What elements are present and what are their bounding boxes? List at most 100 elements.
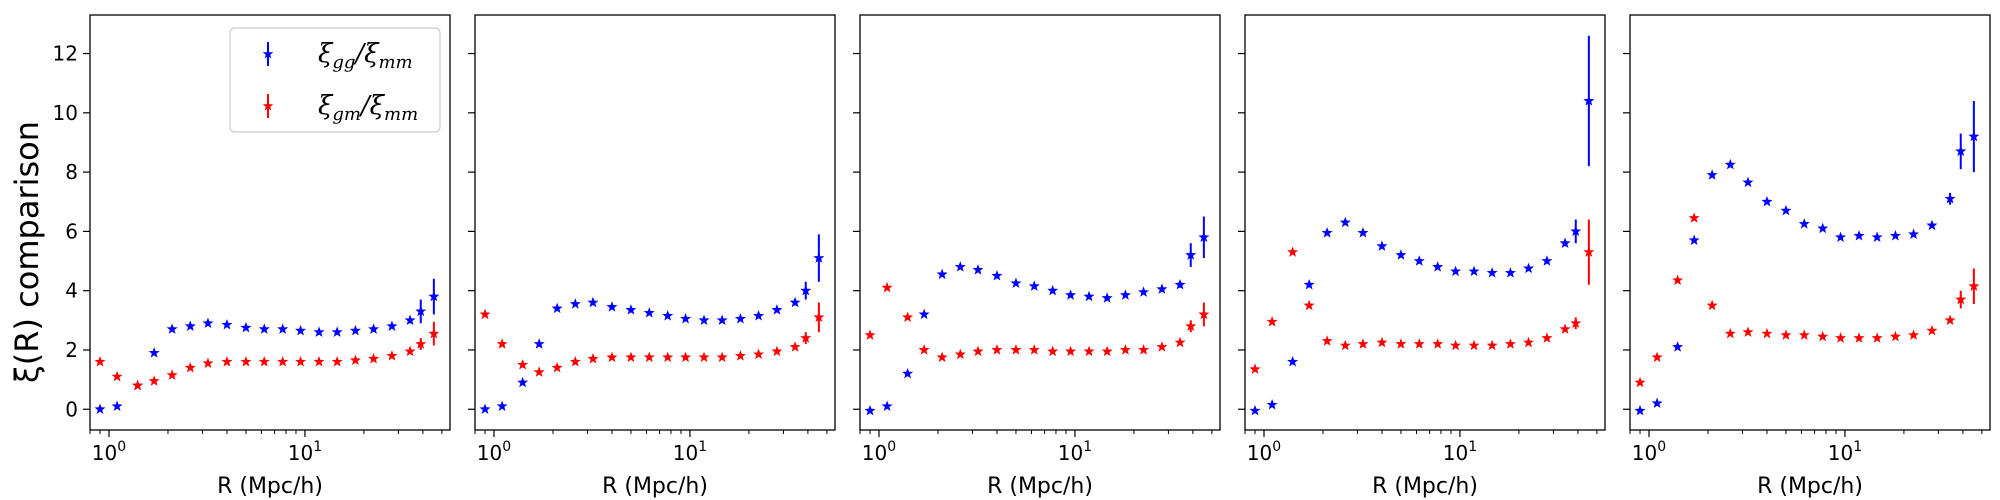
data-point-gm	[184, 361, 196, 373]
data-point-gm	[1119, 344, 1131, 355]
data-point-gg	[368, 323, 380, 334]
data-point-gm	[94, 356, 106, 367]
data-point-gg	[1706, 169, 1718, 180]
data-point-gg	[771, 304, 783, 315]
data-point-gm	[368, 353, 380, 364]
data-point-gm	[1028, 344, 1040, 355]
data-point-gg	[517, 376, 529, 388]
data-point-gm	[202, 357, 214, 368]
data-point-gg	[184, 320, 196, 331]
data-point-gg	[1724, 158, 1736, 170]
panel-frame	[89, 14, 451, 431]
data-point-gg	[277, 323, 289, 334]
data-point-gg	[1968, 130, 1980, 142]
data-point-gg	[991, 270, 1003, 281]
y-tick-label: 6	[65, 219, 78, 243]
data-point-gm	[1266, 316, 1278, 327]
data-point-gg	[295, 324, 307, 336]
data-point-gm	[1450, 339, 1462, 351]
legend: ξgg/ξmm ξgm/ξmm	[229, 27, 441, 133]
data-point-gg	[258, 323, 270, 334]
data-point-gm	[1706, 299, 1718, 311]
data-point-gm	[771, 345, 783, 357]
data-point-gm	[1570, 317, 1582, 328]
x-tick-label: 101	[673, 439, 707, 465]
x-axis-label: R (Mpc/h)	[602, 474, 708, 499]
data-point-gm	[1138, 344, 1150, 355]
panel-4: 100 101 R (Mpc/h)	[1238, 14, 1606, 499]
data-point-gm	[1413, 338, 1425, 349]
y-tick-label: 12	[53, 42, 78, 66]
data-point-gm	[1010, 344, 1022, 355]
x-tick-label: 101	[1828, 439, 1862, 465]
data-point-gm	[643, 351, 655, 363]
data-point-gm	[415, 338, 427, 349]
data-point-gg	[1504, 267, 1516, 278]
data-point-gm	[258, 356, 270, 367]
data-point-gm	[386, 350, 398, 361]
data-point-gm	[517, 358, 529, 370]
data-point-gm	[166, 369, 178, 380]
data-point-gg	[1835, 231, 1847, 243]
data-point-gg	[1083, 290, 1095, 302]
data-point-gm	[1634, 376, 1646, 388]
data-point-gg	[1817, 222, 1829, 234]
data-point-gg	[1742, 176, 1754, 188]
data-point-gm	[1523, 336, 1535, 348]
data-point-gg	[972, 264, 984, 275]
data-point-gm	[1583, 246, 1595, 257]
data-point-gg	[1761, 195, 1773, 207]
x-tick-label: 101	[1058, 439, 1092, 465]
data-point-gm	[1376, 336, 1388, 348]
data-point-gm	[864, 329, 876, 340]
y-tick-label: 10	[53, 101, 78, 125]
data-point-gg	[625, 304, 637, 315]
data-point-gg	[902, 367, 914, 379]
data-point-gm	[1303, 299, 1315, 311]
data-point-gm	[569, 356, 581, 367]
data-point-gm	[111, 370, 123, 382]
data-point-gg	[1432, 261, 1444, 272]
data-point-gg	[1955, 145, 1967, 157]
data-point-gm	[753, 348, 765, 360]
data-point-gm	[313, 356, 325, 367]
legend-entry-gg: ξgg/ξmm	[262, 39, 413, 73]
data-point-gg	[1688, 234, 1700, 245]
legend-entry-gm: ξgm/ξmm	[262, 91, 418, 125]
data-point-gm	[1968, 280, 1980, 291]
data-point-gm	[1817, 330, 1829, 342]
data-point-gm	[625, 351, 637, 363]
data-point-gm	[1198, 308, 1210, 320]
data-point-gg	[240, 321, 252, 333]
data-point-gm	[813, 311, 825, 323]
data-point-gg	[386, 320, 398, 331]
data-point-gg	[1871, 231, 1883, 243]
data-point-gm	[1101, 345, 1113, 357]
data-point-gg	[1174, 278, 1186, 290]
data-point-gm	[698, 351, 710, 363]
data-point-gm	[1065, 345, 1077, 357]
data-point-gg	[94, 403, 106, 414]
panel-2: 100 101 R (Mpc/h)	[468, 14, 836, 499]
data-point-gg	[1249, 404, 1261, 416]
panel-1: 0 2 4 6 8 10 12 100 101 R (Mpc/h)	[53, 14, 451, 499]
data-point-gg	[800, 284, 812, 296]
data-point-gm	[1780, 329, 1792, 340]
x-axis-label: R (Mpc/h)	[1372, 474, 1478, 499]
data-point-gg	[1926, 219, 1938, 231]
data-point-gm	[1724, 327, 1736, 339]
data-point-gg	[1266, 399, 1278, 410]
legend-label-gg: ξgg/ξmm	[318, 39, 413, 73]
x-axis-label: R (Mpc/h)	[1757, 474, 1863, 499]
data-point-gg	[734, 313, 746, 324]
data-point-gm	[295, 356, 307, 367]
data-point-gm	[1185, 320, 1197, 331]
panel-3: 100 101 R (Mpc/h)	[853, 14, 1221, 499]
y-axis-label: ξ(R) comparison	[8, 121, 46, 383]
data-point-gm	[551, 361, 563, 373]
data-point-gg	[1486, 267, 1498, 278]
data-point-gm	[1761, 327, 1773, 339]
x-tick-label: 101	[1443, 439, 1477, 465]
panel-frame	[1244, 14, 1606, 431]
